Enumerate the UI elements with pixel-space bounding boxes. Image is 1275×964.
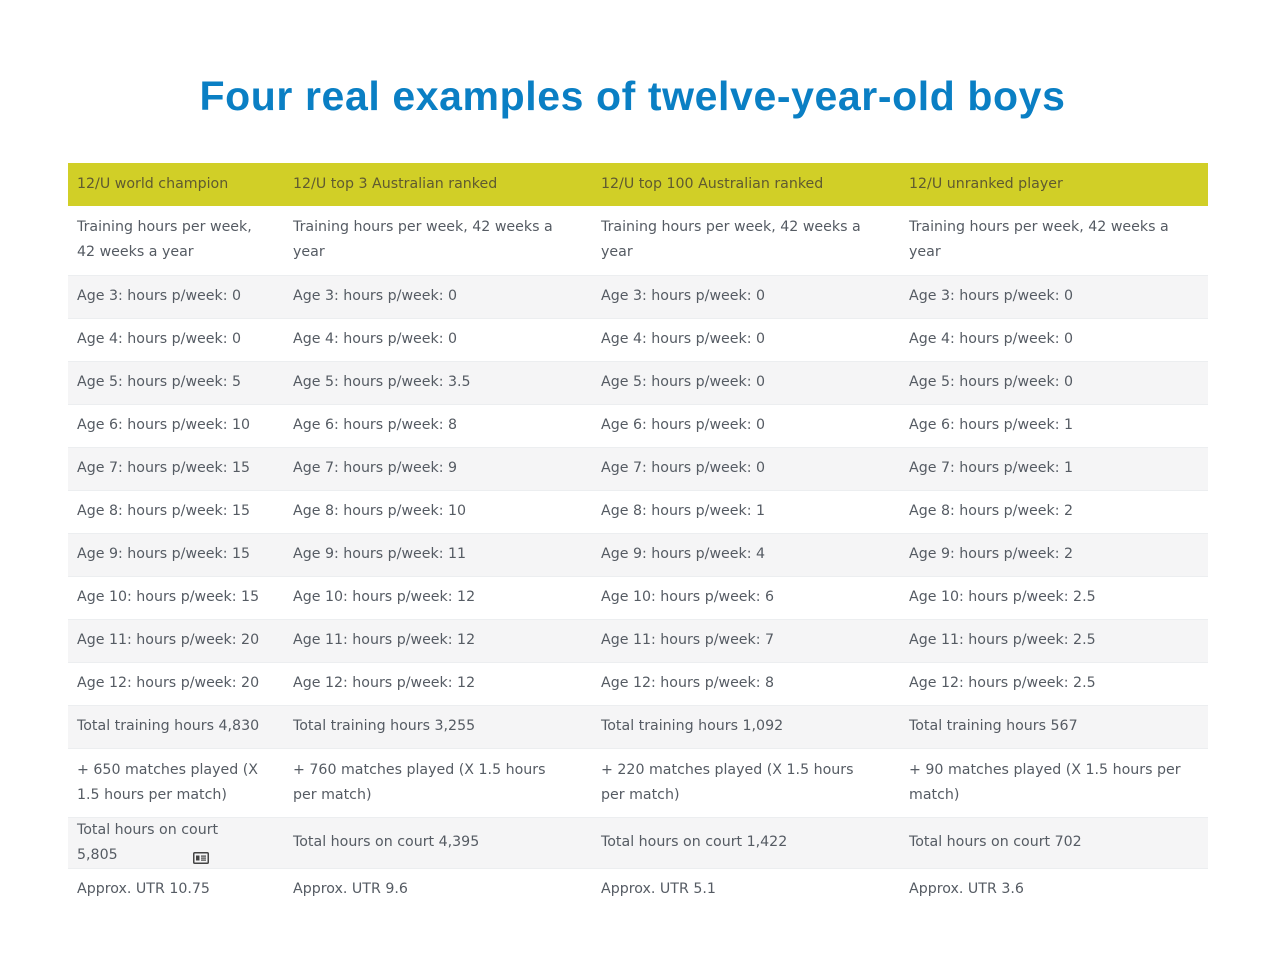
column-header: 12/U top 100 Australian ranked (601, 176, 824, 192)
table-cell: Age 7: hours p/week: 0 (601, 460, 766, 476)
table-row: Approx. UTR 10.75 Approx. UTR 9.6 Approx… (68, 868, 1208, 911)
column-header: 12/U unranked player (909, 176, 1063, 192)
table-cell: + 760 matches played (X 1.5 hours per ma… (293, 761, 546, 803)
comparison-table: 12/U world champion 12/U top 3 Australia… (68, 163, 1208, 911)
table-cell: Age 8: hours p/week: 2 (909, 503, 1074, 519)
table-row: Age 3: hours p/week: 0 Age 3: hours p/we… (68, 275, 1208, 318)
table-cell: Training hours per week, 42 weeks a year (601, 219, 861, 261)
table-cell: Age 11: hours p/week: 2.5 (909, 632, 1096, 648)
table-cell: Age 6: hours p/week: 8 (293, 417, 458, 433)
page-title: Four real examples of twelve-year-old bo… (199, 73, 1066, 119)
table-cell: Age 12: hours p/week: 12 (293, 675, 476, 691)
table-cell: Training hours per week, 42 weeks a year (293, 219, 553, 261)
table-row: Age 12: hours p/week: 20 Age 12: hours p… (68, 662, 1208, 705)
table-row: Age 8: hours p/week: 15 Age 8: hours p/w… (68, 490, 1208, 533)
table-cell: Total training hours 1,092 (601, 718, 784, 734)
table-cell: Age 8: hours p/week: 10 (293, 503, 467, 519)
column-header: 12/U top 3 Australian ranked (293, 176, 498, 192)
table-cell: Age 3: hours p/week: 0 (601, 288, 766, 304)
table-row: Age 6: hours p/week: 10 Age 6: hours p/w… (68, 404, 1208, 447)
table-cell: Age 6: hours p/week: 1 (909, 417, 1074, 433)
table-cell: Age 4: hours p/week: 0 (293, 331, 458, 347)
table-cell: Age 11: hours p/week: 20 (77, 632, 260, 648)
table-cell: Total training hours 567 (909, 718, 1078, 734)
table-cell: Age 12: hours p/week: 20 (77, 675, 260, 691)
table-cell: + 90 matches played (X 1.5 hours per mat… (909, 761, 1181, 803)
table-cell: + 220 matches played (X 1.5 hours per ma… (601, 761, 854, 803)
table-row: Total hours on court 5,805 Total hours o… (68, 817, 1208, 868)
table-cell: Age 12: hours p/week: 2.5 (909, 675, 1096, 691)
table-cell: Age 5: hours p/week: 3.5 (293, 374, 471, 390)
table-cell: Age 12: hours p/week: 8 (601, 675, 775, 691)
table-cell: Age 7: hours p/week: 15 (77, 460, 251, 476)
table-cell: Age 9: hours p/week: 2 (909, 546, 1074, 562)
table-cell: Training hours per week, 42 weeks a year (77, 219, 252, 261)
table-cell: Age 5: hours p/week: 0 (909, 374, 1074, 390)
table-cell: Age 9: hours p/week: 4 (601, 546, 766, 562)
table-row: Age 4: hours p/week: 0 Age 4: hours p/we… (68, 318, 1208, 361)
table-cell: Training hours per week, 42 weeks a year (909, 219, 1169, 261)
table-cell: Approx. UTR 3.6 (909, 881, 1024, 898)
table-cell: Approx. UTR 9.6 (293, 881, 408, 898)
table-cell: Age 10: hours p/week: 6 (601, 589, 775, 605)
table-cell: Age 8: hours p/week: 1 (601, 503, 766, 519)
table-cell: Age 10: hours p/week: 12 (293, 589, 476, 605)
table-cell: Age 10: hours p/week: 15 (77, 589, 260, 605)
table-cell: Age 6: hours p/week: 0 (601, 417, 766, 433)
table-cell: Age 9: hours p/week: 11 (293, 546, 467, 562)
table-cell: Total hours on court 4,395 (293, 834, 480, 850)
table-cell: Age 11: hours p/week: 12 (293, 632, 476, 648)
table-cell: Age 6: hours p/week: 10 (77, 417, 251, 433)
table-cell: Age 5: hours p/week: 5 (77, 374, 242, 390)
table-cell: Age 7: hours p/week: 1 (909, 460, 1074, 476)
table-cell: Age 10: hours p/week: 2.5 (909, 589, 1096, 605)
table-cell: Total training hours 3,255 (293, 718, 476, 734)
table-cell: Age 3: hours p/week: 0 (293, 288, 458, 304)
table-cell: Total training hours 4,830 (77, 718, 260, 734)
table-row: Training hours per week, 42 weeks a year… (68, 206, 1208, 275)
table-cell: Approx. UTR 5.1 (601, 881, 716, 898)
table-cell: Age 4: hours p/week: 0 (601, 331, 766, 347)
table-cell: + 650 matches played (X 1.5 hours per ma… (77, 761, 259, 803)
table-cell: Age 4: hours p/week: 0 (77, 331, 242, 347)
table-row: Age 11: hours p/week: 20 Age 11: hours p… (68, 619, 1208, 662)
table-row: Age 5: hours p/week: 5 Age 5: hours p/we… (68, 361, 1208, 404)
table-header-row: 12/U world champion 12/U top 3 Australia… (68, 163, 1208, 206)
id-card-icon[interactable] (193, 849, 209, 864)
table-cell: Age 9: hours p/week: 15 (77, 546, 251, 562)
table-row: + 650 matches played (X 1.5 hours per ma… (68, 748, 1208, 817)
table-row: Age 7: hours p/week: 15 Age 7: hours p/w… (68, 447, 1208, 490)
table-cell: Age 11: hours p/week: 7 (601, 632, 775, 648)
table-row: Age 10: hours p/week: 15 Age 10: hours p… (68, 576, 1208, 619)
table-cell: Age 7: hours p/week: 9 (293, 460, 458, 476)
table-cell: Total hours on court 1,422 (601, 834, 788, 850)
table-cell: Total hours on court 5,805 (77, 821, 219, 863)
table-row: Total training hours 4,830 Total trainin… (68, 705, 1208, 748)
table-cell: Age 5: hours p/week: 0 (601, 374, 766, 390)
table-cell: Approx. UTR 10.75 (77, 881, 210, 898)
table-cell: Age 3: hours p/week: 0 (77, 288, 242, 304)
table-cell: Age 4: hours p/week: 0 (909, 331, 1074, 347)
table-cell: Total hours on court 702 (909, 834, 1082, 850)
table-row: Age 9: hours p/week: 15 Age 9: hours p/w… (68, 533, 1208, 576)
table-cell: Age 3: hours p/week: 0 (909, 288, 1074, 304)
column-header: 12/U world champion (77, 176, 229, 192)
table-cell: Age 8: hours p/week: 15 (77, 503, 251, 519)
